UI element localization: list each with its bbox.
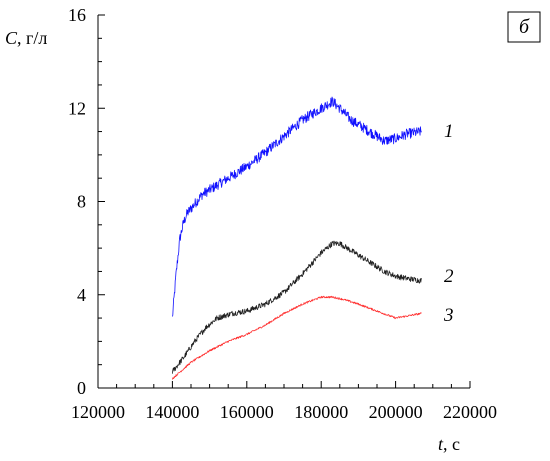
series-label-3: 3 [443, 305, 454, 326]
series-line-2 [172, 240, 422, 374]
x-axis-label-var: t [438, 434, 444, 454]
y-tick-label: 8 [77, 192, 86, 212]
series-label-1: 1 [444, 121, 454, 142]
y-tick-label: 4 [77, 285, 86, 305]
y-axis-label-var: C [5, 28, 18, 48]
panel-label-box [507, 11, 541, 43]
series-line-1 [172, 96, 422, 317]
x-tick-label: 200000 [369, 402, 423, 422]
series-line-3 [172, 295, 422, 380]
y-axis-label-unit: , г/л [17, 28, 47, 48]
y-axis-label: C, г/л [5, 28, 47, 48]
x-tick-label: 180000 [294, 402, 348, 422]
x-axis-label: t, с [438, 434, 460, 454]
series-layer [172, 96, 422, 380]
x-tick-label: 120000 [71, 402, 125, 422]
y-tick-label: 0 [77, 378, 86, 398]
series-label-2: 2 [444, 266, 454, 287]
panel-label: б [519, 16, 530, 38]
x-tick-label: 140000 [145, 402, 199, 422]
x-tick-label: 160000 [220, 402, 274, 422]
y-tick-label: 12 [68, 98, 86, 118]
x-tick-label: 220000 [443, 402, 497, 422]
x-axis-label-unit: , с [443, 434, 460, 454]
y-tick-label: 16 [68, 5, 86, 25]
